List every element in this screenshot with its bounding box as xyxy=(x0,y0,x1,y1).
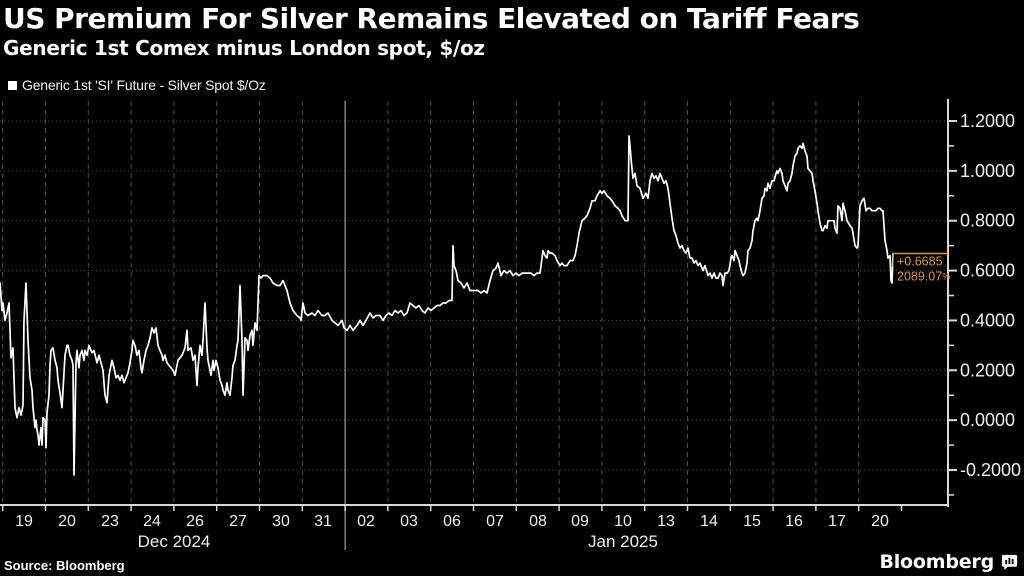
x-day-label: 27 xyxy=(229,513,247,530)
x-day-label: 20 xyxy=(58,513,76,530)
y-tick-label: 0.6000 xyxy=(960,261,1015,281)
y-tick-label: 0.8000 xyxy=(960,211,1015,231)
x-day-label: 14 xyxy=(700,513,718,530)
x-day-label: 06 xyxy=(443,513,461,530)
x-day-label: 13 xyxy=(657,513,675,530)
chart-subtitle: Generic 1st Comex minus London spot, $/o… xyxy=(3,36,485,60)
x-day-label: 30 xyxy=(272,513,290,530)
legend: Generic 1st 'SI' Future - Silver Spot $/… xyxy=(8,77,266,93)
last-pct-label: 2089.07% xyxy=(897,270,950,284)
x-day-label: 08 xyxy=(529,513,547,530)
y-tick-label: -0.2000 xyxy=(960,460,1021,480)
x-day-label: 19 xyxy=(15,513,33,530)
x-month-label: Jan 2025 xyxy=(588,532,658,551)
x-day-label: 31 xyxy=(314,513,332,530)
x-day-label: 23 xyxy=(101,513,119,530)
x-day-label: 02 xyxy=(357,513,375,530)
y-tick-label: 1.0000 xyxy=(960,161,1015,181)
y-tick-label: 1.2000 xyxy=(960,111,1015,131)
x-day-label: 16 xyxy=(785,513,803,530)
x-day-label: 26 xyxy=(186,513,204,530)
y-tick-label: 0.2000 xyxy=(960,360,1015,380)
price-line xyxy=(0,135,894,476)
x-month-label: Dec 2024 xyxy=(138,532,211,551)
page-title: US Premium For Silver Remains Elevated o… xyxy=(3,2,860,35)
x-day-label: 03 xyxy=(400,513,418,530)
x-day-label: 09 xyxy=(571,513,589,530)
last-value-label: +0.6685 xyxy=(897,255,943,269)
legend-square-icon xyxy=(8,80,17,90)
x-day-label: 10 xyxy=(614,513,632,530)
x-day-label: 17 xyxy=(828,513,846,530)
bloomberg-logo: Bloomberg xyxy=(879,551,1018,573)
x-day-label: 15 xyxy=(743,513,761,530)
legend-label: Generic 1st 'SI' Future - Silver Spot $/… xyxy=(22,77,266,93)
x-day-label: 20 xyxy=(871,513,889,530)
source-credit: Source: Bloomberg xyxy=(4,558,125,573)
y-tick-label: 0.4000 xyxy=(960,310,1015,330)
x-day-label: 24 xyxy=(143,513,161,530)
bloomberg-chart-bubble-icon xyxy=(1001,554,1018,570)
x-day-label: 07 xyxy=(486,513,504,530)
bloomberg-wordmark: Bloomberg xyxy=(879,551,994,573)
y-tick-label: 0.0000 xyxy=(960,410,1015,430)
